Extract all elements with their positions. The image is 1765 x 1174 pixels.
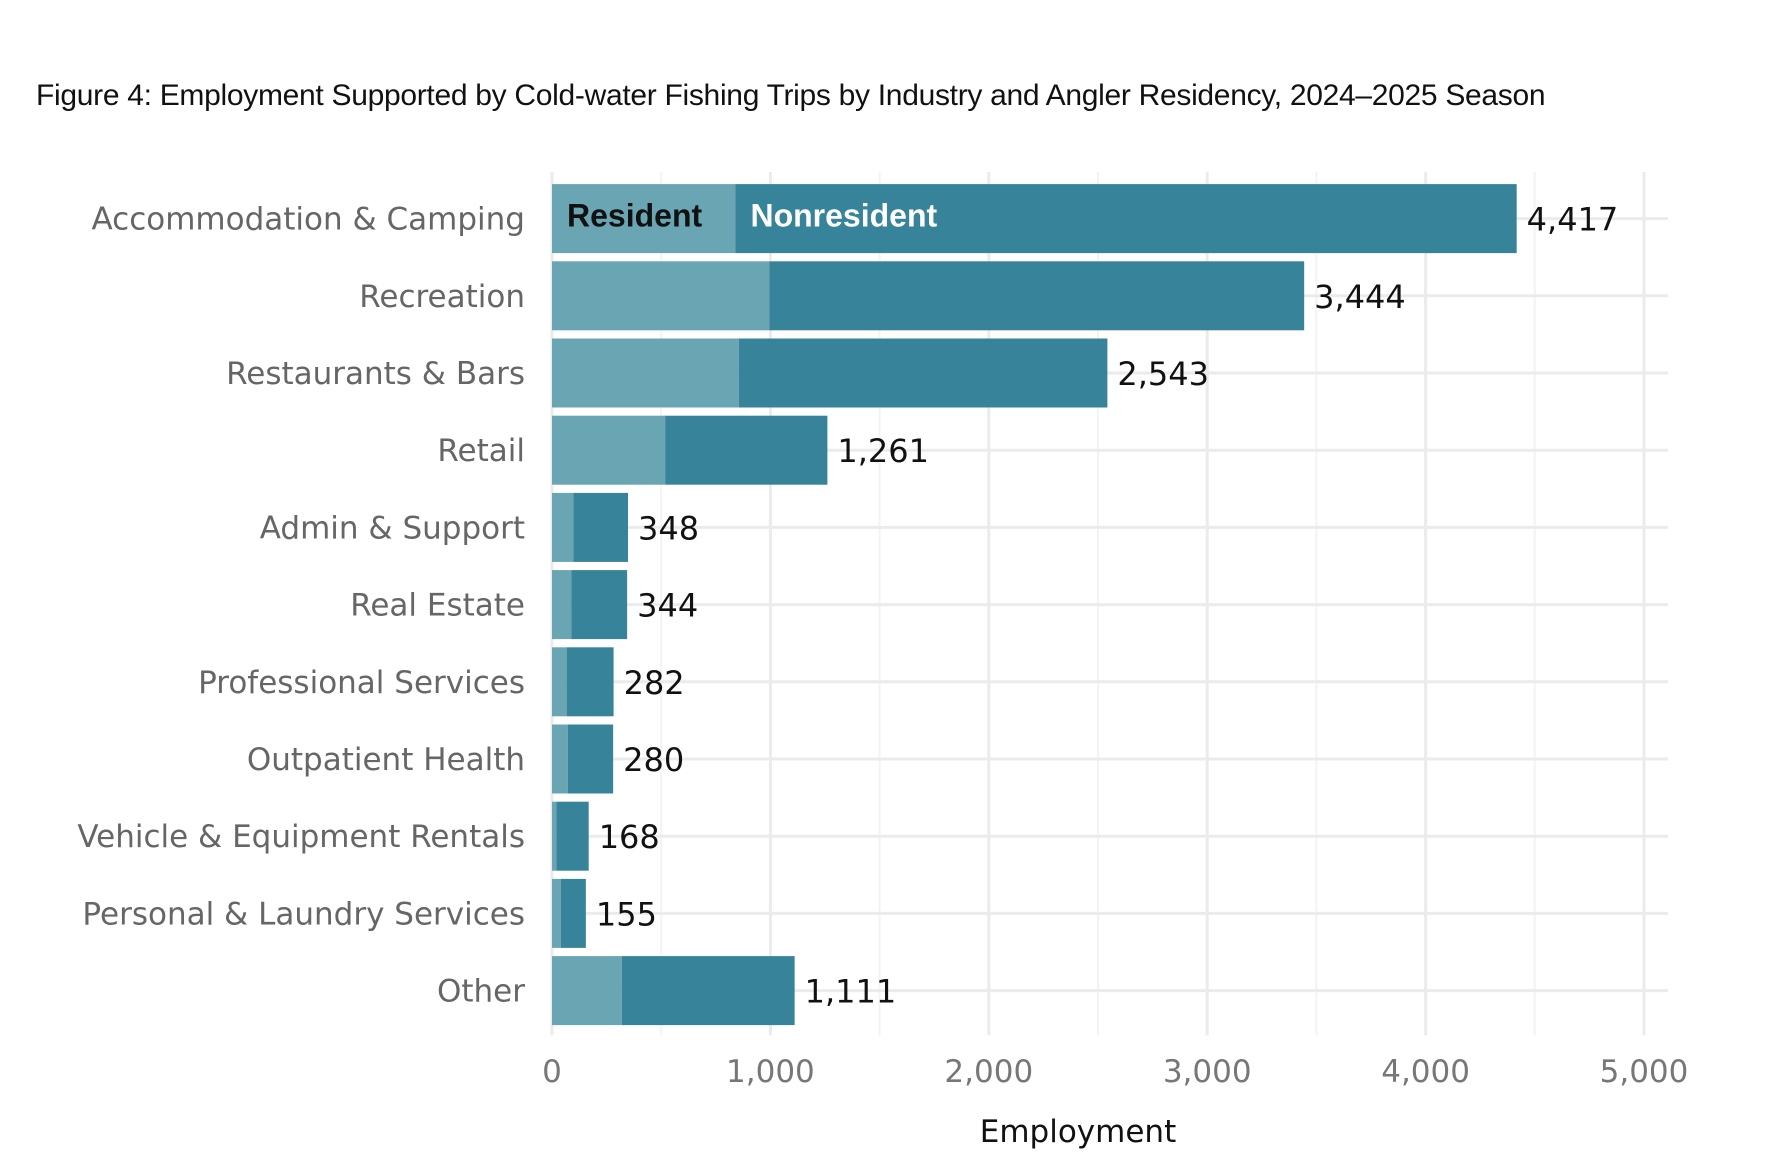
bar-nonresident <box>738 338 1108 408</box>
bar-resident <box>552 878 561 948</box>
total-value-label: 344 <box>637 587 698 625</box>
bar-nonresident <box>769 261 1305 331</box>
bar-resident <box>552 647 567 717</box>
total-value-label: 155 <box>596 895 657 933</box>
total-value-label: 4,417 <box>1527 201 1619 239</box>
bar-nonresident <box>571 570 628 640</box>
category-label: Restaurants & Bars <box>226 356 525 392</box>
x-axis-title: Employment <box>980 1114 1176 1150</box>
category-label: Other <box>437 974 525 1010</box>
total-value-label: 3,444 <box>1314 278 1406 316</box>
legend-resident: Resident <box>567 198 702 234</box>
bar-nonresident <box>560 878 586 948</box>
x-tick-label: 2,000 <box>944 1054 1033 1090</box>
total-value-label: 1,111 <box>805 973 897 1011</box>
category-label: Admin & Support <box>260 510 525 546</box>
bar-resident <box>552 492 574 562</box>
category-label: Personal & Laundry Services <box>82 896 525 932</box>
x-tick-label: 3,000 <box>1163 1054 1252 1090</box>
x-tick-label: 5,000 <box>1600 1054 1689 1090</box>
bar-resident <box>552 415 666 485</box>
bar-resident <box>552 956 622 1026</box>
bar-nonresident <box>665 415 828 485</box>
bar-nonresident <box>573 492 629 562</box>
bar-resident <box>552 261 770 331</box>
category-label: Recreation <box>359 279 525 315</box>
legend-nonresident: Nonresident <box>750 198 937 234</box>
x-tick-label: 0 <box>542 1054 562 1090</box>
category-label: Real Estate <box>350 588 525 624</box>
bar-resident <box>552 338 739 408</box>
total-value-label: 1,261 <box>837 432 929 470</box>
category-label: Accommodation & Camping <box>92 202 525 238</box>
total-value-label: 2,543 <box>1117 355 1209 393</box>
bar-nonresident <box>567 724 614 794</box>
x-tick-label: 4,000 <box>1381 1054 1470 1090</box>
bar-nonresident <box>566 647 614 717</box>
bar-resident <box>552 570 572 640</box>
category-label: Professional Services <box>198 665 525 701</box>
total-value-label: 280 <box>623 741 684 779</box>
bar-resident <box>552 724 568 794</box>
total-value-label: 168 <box>599 818 660 856</box>
bar-nonresident <box>556 801 589 871</box>
bar-nonresident <box>621 956 795 1026</box>
x-tick-label: 1,000 <box>726 1054 815 1090</box>
bar-resident <box>552 801 557 871</box>
total-value-label: 282 <box>624 664 685 702</box>
bar-nonresident <box>735 184 1517 254</box>
category-label: Vehicle & Equipment Rentals <box>77 819 525 855</box>
category-label: Outpatient Health <box>247 742 525 778</box>
total-value-label: 348 <box>638 509 699 547</box>
category-label: Retail <box>437 433 525 469</box>
chart-title: Figure 4: Employment Supported by Cold-w… <box>36 79 1546 112</box>
bar-resident <box>552 184 736 254</box>
